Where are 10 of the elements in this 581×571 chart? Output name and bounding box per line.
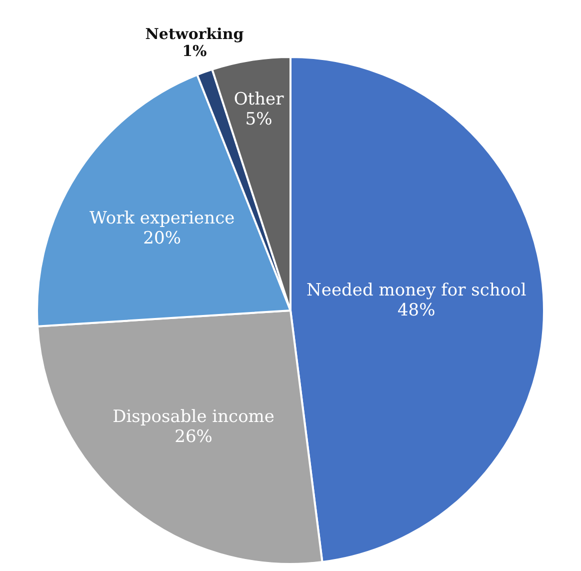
slice-label: Work experience [90,208,235,228]
slice-label: Disposable income [112,407,274,428]
data-label: 48% [397,300,436,320]
slice-label: Other [234,90,285,110]
data-label: 5% [245,110,272,130]
data-label: 26% [174,427,212,448]
data-label: 20% [143,228,181,248]
slice-label: Networking [145,25,244,44]
data-label: 1% [182,42,207,60]
slice-label: Needed money for school [306,280,526,300]
